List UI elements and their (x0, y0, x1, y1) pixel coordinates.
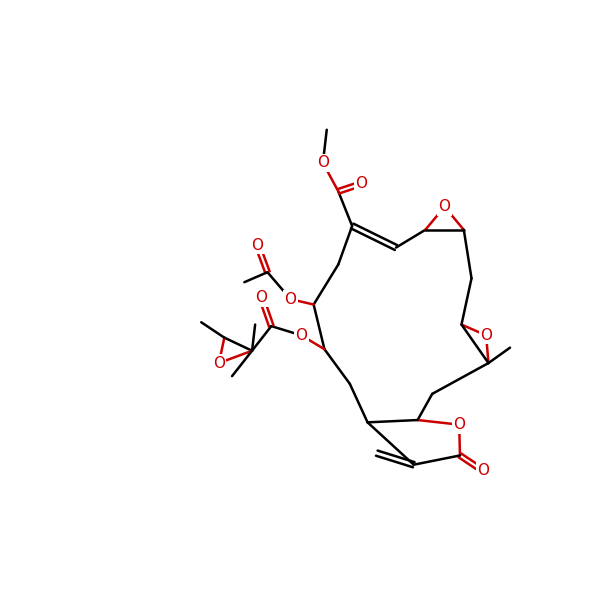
Text: O: O (453, 417, 465, 432)
Text: O: O (317, 155, 329, 170)
Text: O: O (256, 290, 268, 305)
Text: O: O (213, 356, 225, 371)
Text: O: O (284, 292, 296, 307)
Text: O: O (355, 176, 367, 191)
Text: O: O (295, 328, 307, 343)
Text: O: O (477, 463, 489, 478)
Text: O: O (439, 199, 451, 214)
Text: O: O (480, 328, 492, 343)
Text: O: O (251, 238, 263, 253)
